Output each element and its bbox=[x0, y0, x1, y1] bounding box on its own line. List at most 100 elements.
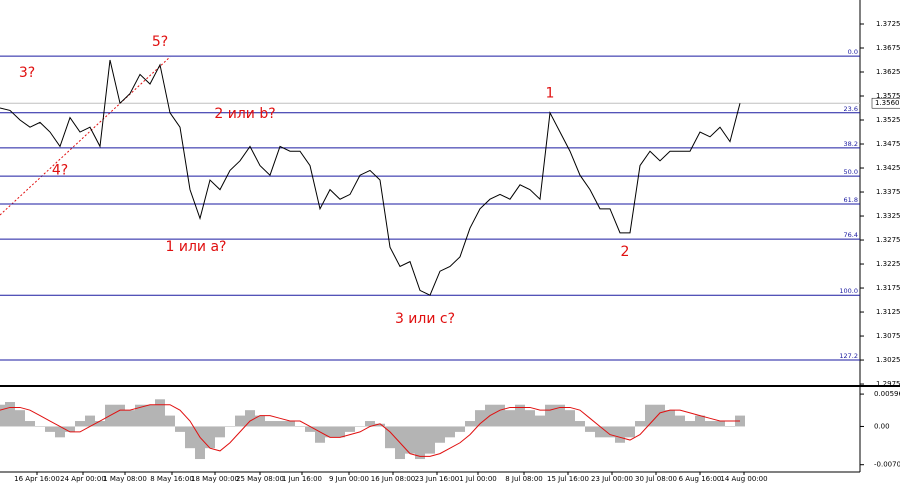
fib-label: 38.2 bbox=[844, 140, 858, 148]
x-tick-label: 1 May 08:00 bbox=[103, 475, 147, 483]
x-tick-label: 8 May 16:00 bbox=[150, 475, 194, 483]
macd-bar bbox=[705, 421, 715, 427]
macd-bar bbox=[0, 404, 5, 427]
macd-y-tick-label: 0.00 bbox=[874, 422, 890, 430]
macd-bar bbox=[455, 426, 465, 432]
macd-bar bbox=[525, 410, 535, 427]
x-tick-label: 16 Jun 08:00 bbox=[371, 475, 415, 483]
y-tick-label: 1.2975 bbox=[876, 380, 900, 388]
macd-bar bbox=[285, 421, 295, 427]
x-tick-label: 6 Aug 16:00 bbox=[679, 475, 722, 483]
macd-bar bbox=[305, 426, 315, 432]
macd-bar bbox=[115, 404, 125, 427]
x-tick-label: 1 Jul 00:00 bbox=[459, 475, 497, 483]
x-tick-label: 23 Jun 16:00 bbox=[415, 475, 459, 483]
macd-bar bbox=[405, 426, 415, 454]
wave-label: 2 bbox=[621, 244, 630, 260]
macd-bar bbox=[665, 410, 675, 427]
macd-bar bbox=[185, 426, 195, 449]
macd-bar bbox=[175, 426, 185, 432]
wave-label: 1 или a? bbox=[166, 239, 227, 255]
y-tick-label: 1.3525 bbox=[876, 116, 900, 124]
macd-bar bbox=[15, 410, 25, 427]
wave-label: 3? bbox=[19, 65, 35, 81]
y-tick-label: 1.3125 bbox=[876, 308, 900, 316]
macd-bar bbox=[655, 404, 665, 427]
y-tick-label: 1.3225 bbox=[876, 260, 900, 268]
fib-label: 100.0 bbox=[839, 287, 858, 295]
y-tick-label: 1.3275 bbox=[876, 236, 900, 244]
macd-bar bbox=[85, 415, 95, 427]
macd-bar bbox=[125, 410, 135, 427]
macd-bar bbox=[275, 421, 285, 427]
macd-y-tick-label: -0.00704 bbox=[874, 461, 900, 469]
y-tick-label: 1.3425 bbox=[876, 164, 900, 172]
macd-bar bbox=[5, 402, 15, 427]
macd-bar bbox=[545, 404, 555, 427]
price-line bbox=[0, 59, 741, 296]
y-tick-label: 1.3375 bbox=[876, 188, 900, 196]
macd-bar bbox=[155, 399, 165, 427]
macd-bar bbox=[245, 410, 255, 427]
macd-bar bbox=[535, 415, 545, 427]
x-tick-label: 9 Jun 00:00 bbox=[329, 475, 369, 483]
macd-bar bbox=[75, 421, 85, 427]
y-tick-label: 1.3075 bbox=[876, 332, 900, 340]
wave-label: 3 или c? bbox=[395, 311, 455, 327]
macd-bar bbox=[45, 426, 55, 432]
macd-bar bbox=[495, 404, 505, 427]
macd-bar bbox=[725, 426, 735, 427]
macd-bar bbox=[225, 426, 235, 427]
x-tick-label: 16 Apr 16:00 bbox=[14, 475, 60, 483]
wave-label: 5? bbox=[152, 34, 168, 50]
macd-bar bbox=[685, 421, 695, 427]
macd-bar bbox=[325, 426, 335, 438]
fib-label: 50.0 bbox=[844, 168, 858, 176]
fib-label: 127.2 bbox=[839, 352, 858, 360]
y-tick-label: 1.3475 bbox=[876, 140, 900, 148]
macd-bar bbox=[355, 426, 365, 427]
macd-bar bbox=[605, 426, 615, 438]
macd-bar bbox=[715, 421, 725, 427]
x-tick-label: 8 Jul 08:00 bbox=[505, 475, 543, 483]
macd-bar bbox=[505, 410, 515, 427]
macd-bar bbox=[295, 426, 305, 427]
macd-bar bbox=[465, 421, 475, 427]
macd-bar bbox=[235, 415, 245, 427]
macd-bar bbox=[515, 404, 525, 427]
y-tick-label: 1.3725 bbox=[876, 20, 900, 28]
fib-label: 0.0 bbox=[848, 48, 858, 56]
trend-line bbox=[0, 56, 171, 216]
macd-bar bbox=[635, 421, 645, 427]
last-price-label: 1.3560 bbox=[875, 99, 900, 107]
macd-bar bbox=[365, 421, 375, 427]
macd-bar bbox=[135, 404, 145, 427]
macd-bar bbox=[555, 404, 565, 427]
fib-label: 61.8 bbox=[844, 196, 858, 204]
x-tick-label: 25 May 08:00 bbox=[236, 475, 284, 483]
macd-bar bbox=[35, 426, 45, 427]
x-tick-label: 24 Apr 00:00 bbox=[60, 475, 106, 483]
x-tick-label: 1 Jun 16:00 bbox=[282, 475, 322, 483]
fib-label: 23.6 bbox=[844, 105, 858, 113]
macd-bar bbox=[195, 426, 205, 460]
y-tick-label: 1.3025 bbox=[876, 356, 900, 364]
macd-bar bbox=[145, 404, 155, 427]
y-tick-label: 1.3675 bbox=[876, 44, 900, 52]
macd-bar bbox=[475, 410, 485, 427]
x-tick-label: 23 Jul 00:00 bbox=[591, 475, 633, 483]
macd-bar bbox=[255, 415, 265, 427]
macd-bar bbox=[575, 421, 585, 427]
last-price-box bbox=[871, 97, 900, 109]
macd-bar bbox=[205, 426, 215, 449]
x-tick-label: 14 Aug 00:00 bbox=[720, 475, 767, 483]
macd-bar bbox=[375, 423, 385, 427]
macd-bar bbox=[595, 426, 605, 438]
x-tick-label: 30 Jul 08:00 bbox=[635, 475, 677, 483]
macd-bar bbox=[165, 415, 175, 427]
wave-label: 4? bbox=[52, 162, 68, 178]
macd-bar bbox=[25, 421, 35, 427]
y-tick-label: 1.3325 bbox=[876, 212, 900, 220]
